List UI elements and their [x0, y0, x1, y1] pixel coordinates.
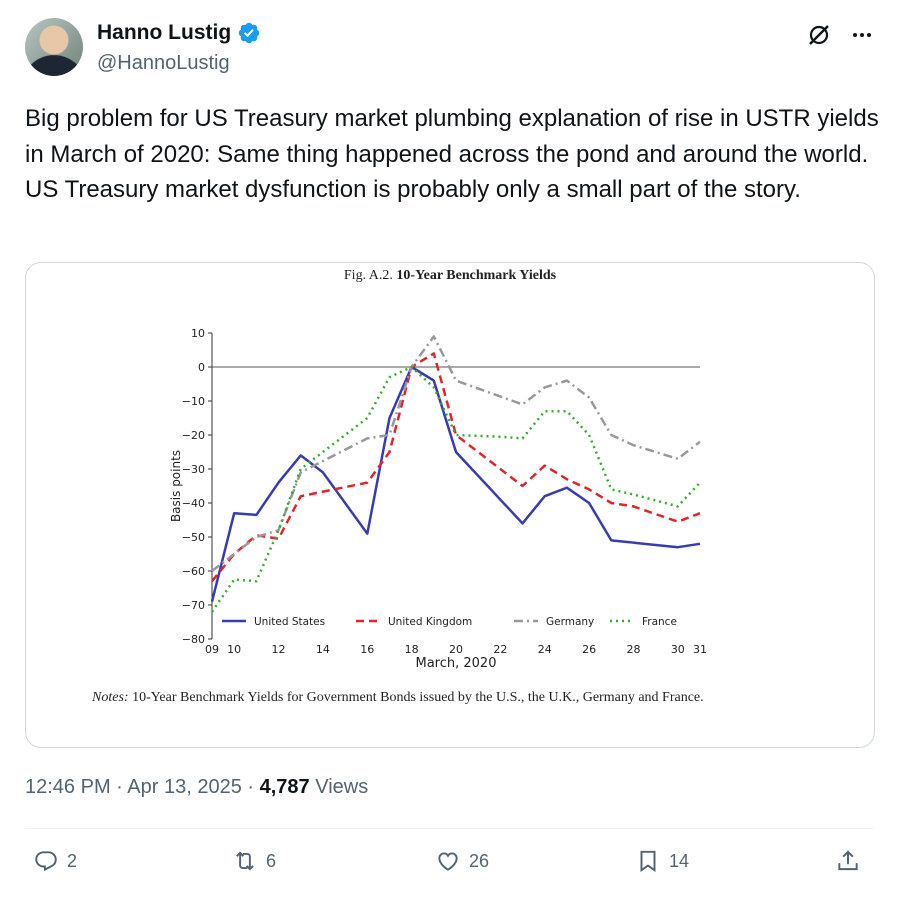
- x-tick-label: 24: [538, 643, 552, 656]
- author-handle[interactable]: @HannoLustig: [97, 52, 230, 74]
- y-tick-label: −50: [182, 531, 205, 544]
- figure-title: Fig. A.2. 10-Year Benchmark Yields: [26, 268, 874, 284]
- repost-button[interactable]: 6: [232, 848, 276, 874]
- y-tick-label: −10: [182, 395, 205, 408]
- repost-icon: [236, 851, 254, 871]
- share-button[interactable]: [835, 848, 861, 874]
- like-button[interactable]: 26: [435, 848, 489, 874]
- tweet-text: Big problem for US Treasury market plumb…: [25, 105, 879, 203]
- x-tick-label: 14: [316, 643, 330, 656]
- reply-button[interactable]: 2: [33, 848, 77, 874]
- y-tick-label: −30: [182, 463, 205, 476]
- figure-notes-label: Notes:: [92, 690, 129, 705]
- y-tick-label: −60: [182, 565, 205, 578]
- x-tick-label: 12: [272, 643, 286, 656]
- reply-count: 2: [67, 850, 78, 871]
- repost-count: 6: [266, 850, 277, 871]
- more-options-icon[interactable]: [850, 23, 874, 47]
- verified-badge-icon: [238, 22, 260, 44]
- like-count: 26: [469, 850, 490, 871]
- grok-icon[interactable]: [806, 22, 832, 48]
- reply-icon: [35, 851, 57, 872]
- series-line-france: [210, 365, 701, 613]
- tweet-time[interactable]: 12:46 PM: [25, 776, 111, 798]
- share-icon: [838, 850, 858, 871]
- tweet-meta: 12:46 PM · Apr 13, 2025 · 4,787 Views: [25, 776, 368, 799]
- views-count: 4,787: [259, 776, 310, 798]
- legend-label: United Kingdom: [388, 616, 472, 628]
- author-name-row: Hanno Lustig: [97, 21, 261, 45]
- tweet-media-image[interactable]: Fig. A.2. 10-Year Benchmark Yields 10 0 −1…: [25, 262, 875, 748]
- y-tick-label: 10: [191, 327, 205, 340]
- y-tick-label: −40: [182, 497, 205, 510]
- bookmark-icon: [640, 850, 656, 873]
- series-line-united-states: [210, 365, 701, 602]
- avatar[interactable]: [25, 18, 83, 76]
- action-bar: 2 6 26 14: [25, 848, 873, 884]
- views-label: Views: [315, 776, 369, 798]
- top-right-icons: [806, 22, 874, 48]
- bookmark-button[interactable]: 14: [635, 848, 689, 874]
- figure-title-bold: 10-Year Benchmark Yields: [396, 268, 557, 283]
- divider: [25, 828, 874, 829]
- y-tick-label: −20: [182, 429, 205, 442]
- series-line-germany: [211, 335, 701, 572]
- meta-separator-2: ·: [247, 776, 255, 798]
- x-axis-label: March, 2020: [416, 656, 497, 671]
- bookmark-count: 14: [669, 850, 690, 871]
- x-tick-label: 22: [493, 643, 507, 656]
- y-tick-label: −70: [182, 599, 205, 612]
- figure-notes-text: 10-Year Benchmark Yields for Government …: [132, 690, 704, 705]
- x-tick-label: 31: [693, 643, 707, 656]
- x-tick-label: 16: [360, 643, 374, 656]
- x-tick-label: 26: [582, 643, 596, 656]
- figure-title-prefix: Fig. A.2.: [343, 268, 393, 283]
- x-tick-label: 10: [227, 643, 241, 656]
- legend-label: Germany: [546, 616, 594, 628]
- figure-notes: Notes: 10-Year Benchmark Yields for Gove…: [92, 688, 832, 707]
- meta-separator: ·: [116, 776, 123, 798]
- x-tick-label: 30: [671, 643, 685, 656]
- series-line-united-kingdom: [211, 352, 701, 582]
- x-tick-label: 20: [449, 643, 463, 656]
- legend-label: France: [642, 616, 677, 628]
- legend-label: United States: [254, 616, 325, 628]
- x-tick-label: 28: [626, 643, 640, 656]
- y-tick-label: 0: [198, 361, 205, 374]
- heart-icon: [438, 852, 458, 871]
- author-name[interactable]: Hanno Lustig: [97, 21, 232, 44]
- x-tick-label: 18: [405, 643, 419, 656]
- x-tick-label: 09: [205, 643, 219, 656]
- y-tick-label: −80: [182, 633, 205, 646]
- tweet-date[interactable]: Apr 13, 2025: [127, 776, 242, 798]
- y-axis-label: Basis points: [169, 450, 183, 522]
